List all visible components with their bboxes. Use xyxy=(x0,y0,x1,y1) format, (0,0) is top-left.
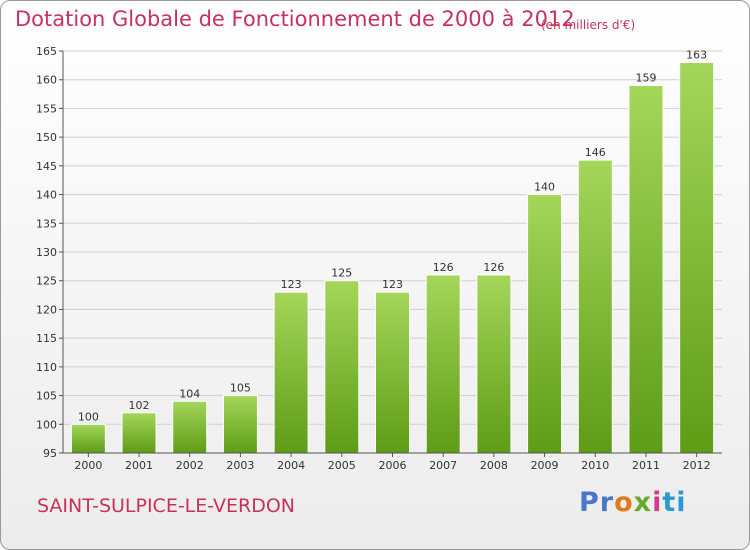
bar xyxy=(476,274,512,454)
x-tick-label: 2007 xyxy=(429,459,457,472)
bar xyxy=(577,159,613,454)
x-tick-label: 2000 xyxy=(74,459,102,472)
bar xyxy=(628,84,664,454)
bar xyxy=(425,274,461,454)
x-tick-label: 2012 xyxy=(683,459,711,472)
bar-value-label: 146 xyxy=(585,146,606,159)
bar xyxy=(324,280,360,454)
y-tick-label: 150 xyxy=(36,131,57,144)
y-tick-label: 120 xyxy=(36,303,57,316)
y-tick-label: 140 xyxy=(36,189,57,202)
y-tick-label: 115 xyxy=(36,332,57,345)
bar-value-label: 100 xyxy=(78,410,99,423)
bar xyxy=(273,291,309,454)
bar xyxy=(527,194,563,454)
y-tick-label: 95 xyxy=(43,447,57,460)
y-tick-label: 105 xyxy=(36,390,57,403)
x-tick-label: 2004 xyxy=(277,459,305,472)
y-tick-label: 155 xyxy=(36,102,57,115)
x-tick-label: 2008 xyxy=(480,459,508,472)
commune-name: SAINT-SULPICE-LE-VERDON xyxy=(37,495,296,517)
x-tick-label: 2002 xyxy=(176,459,204,472)
bar-value-label: 123 xyxy=(281,278,302,291)
bar xyxy=(70,423,106,454)
y-tick-label: 125 xyxy=(36,275,57,288)
x-tick-label: 2001 xyxy=(125,459,153,472)
bar xyxy=(679,61,715,454)
x-tick-label: 2005 xyxy=(328,459,356,472)
y-tick-label: 160 xyxy=(36,74,57,87)
x-tick-label: 2003 xyxy=(226,459,254,472)
chart-unit-note: (en milliers d'€) xyxy=(541,18,636,32)
x-tick-label: 2011 xyxy=(632,459,660,472)
y-tick-label: 135 xyxy=(36,217,57,230)
bar-value-label: 123 xyxy=(382,278,403,291)
bar-value-label: 125 xyxy=(331,267,352,280)
bar-value-label: 126 xyxy=(483,261,504,274)
bar-value-label: 140 xyxy=(534,181,555,194)
y-tick-label: 110 xyxy=(36,361,57,374)
x-tick-label: 2006 xyxy=(379,459,407,472)
bar xyxy=(222,395,258,454)
bar xyxy=(172,400,208,454)
bar-value-label: 105 xyxy=(230,382,251,395)
bar-value-label: 126 xyxy=(433,261,454,274)
proxiti-logo: Proxiti xyxy=(579,487,687,518)
axes: 95 100 105 110 115 120 125 130 135 140 145 150 155 16… xyxy=(36,45,722,472)
bar-value-label: 159 xyxy=(635,71,656,84)
y-tick-label: 145 xyxy=(36,160,57,173)
bar xyxy=(121,412,157,454)
bar-value-label: 104 xyxy=(179,387,200,400)
x-tick-label: 2009 xyxy=(531,459,559,472)
x-tick-label: 2010 xyxy=(581,459,609,472)
y-tick-label: 165 xyxy=(36,45,57,58)
y-tick-label: 100 xyxy=(36,418,57,431)
bar xyxy=(375,291,410,454)
bars: 100 102 104 105 123 125 123 126 126 140 146 159 163 xyxy=(70,48,715,454)
chart-title: Dotation Globale de Fonctionnement de 20… xyxy=(15,7,575,31)
bar-value-label: 163 xyxy=(686,48,707,61)
bar-value-label: 102 xyxy=(129,399,150,412)
y-tick-label: 130 xyxy=(36,246,57,259)
